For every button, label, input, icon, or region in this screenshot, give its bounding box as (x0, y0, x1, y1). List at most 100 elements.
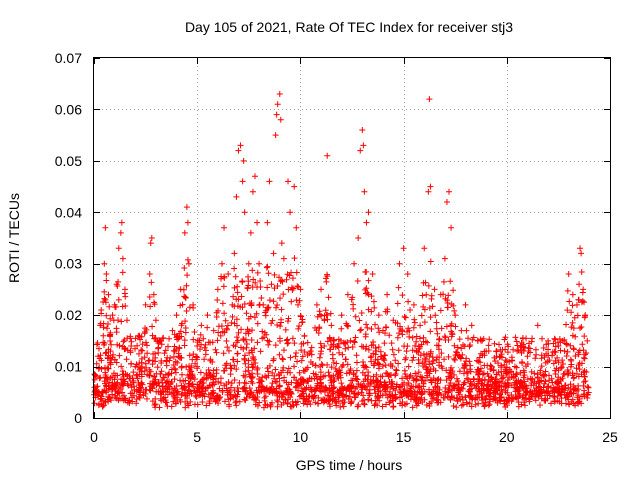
data-point (313, 301, 320, 308)
data-point (213, 349, 220, 356)
data-point (324, 311, 331, 318)
data-point (249, 349, 256, 356)
data-point (519, 384, 526, 391)
data-point (292, 398, 299, 405)
data-point (175, 335, 182, 342)
data-point (464, 370, 471, 377)
data-point (397, 325, 404, 332)
data-point (568, 309, 575, 316)
data-point (136, 332, 143, 339)
data-point (269, 369, 276, 376)
data-point (548, 400, 555, 407)
data-point (353, 359, 360, 366)
data-point (393, 367, 400, 374)
data-point (451, 355, 458, 362)
data-point (581, 333, 588, 340)
data-point (528, 338, 535, 345)
data-point (445, 292, 452, 299)
data-point (386, 332, 393, 339)
data-point (365, 291, 372, 298)
data-point (395, 360, 402, 367)
data-point (204, 312, 211, 319)
data-point (564, 287, 571, 294)
data-point (122, 303, 129, 310)
data-point (189, 356, 196, 363)
data-point (183, 363, 190, 370)
data-point (184, 256, 191, 263)
data-point (545, 337, 552, 344)
data-point (492, 358, 499, 365)
data-point (412, 370, 419, 377)
data-point (137, 336, 144, 343)
data-point (584, 337, 591, 344)
data-point (133, 372, 140, 379)
data-point (352, 334, 359, 341)
data-point (106, 303, 113, 310)
y-axis-label: ROTI / TECUs (6, 193, 22, 283)
data-point (277, 295, 284, 302)
data-point (348, 377, 355, 384)
data-point (368, 353, 375, 360)
data-point (276, 383, 283, 390)
data-point (268, 281, 275, 288)
y-tick-label: 0.07 (55, 50, 82, 66)
data-point (277, 278, 284, 285)
data-point (382, 323, 389, 330)
data-point (316, 387, 323, 394)
data-point (272, 366, 279, 373)
data-point (537, 369, 544, 376)
data-point (500, 374, 507, 381)
data-point (146, 271, 153, 277)
data-point (305, 378, 312, 385)
data-point (148, 279, 155, 286)
data-point (251, 314, 258, 321)
data-point (364, 324, 371, 331)
data-point (304, 401, 311, 408)
data-point (142, 360, 149, 367)
data-point (474, 366, 481, 373)
data-point (272, 132, 279, 139)
data-point (178, 320, 185, 327)
data-point (360, 359, 367, 366)
data-point (252, 401, 259, 408)
data-point (403, 348, 410, 355)
data-point (390, 317, 397, 324)
data-point (162, 347, 169, 354)
data-point (422, 377, 429, 384)
data-point (470, 375, 477, 382)
data-point (469, 396, 476, 403)
data-point (568, 324, 575, 331)
data-point (168, 366, 175, 373)
data-point (182, 377, 189, 384)
data-point (149, 332, 156, 339)
data-point (513, 383, 520, 390)
data-point (419, 374, 426, 381)
data-point (252, 359, 259, 366)
data-point (429, 395, 436, 402)
data-point (519, 394, 526, 401)
data-point (357, 327, 364, 334)
data-point (351, 339, 358, 346)
data-point (289, 275, 296, 282)
data-point (390, 403, 397, 410)
data-point (175, 350, 182, 357)
data-point (394, 300, 401, 307)
data-point (97, 374, 104, 381)
data-point (545, 346, 552, 353)
data-point (578, 324, 585, 331)
data-point (363, 321, 370, 328)
data-point (241, 209, 248, 216)
data-point (475, 380, 482, 387)
data-point (157, 371, 164, 378)
data-point (406, 327, 413, 334)
data-point (200, 383, 207, 390)
data-point (136, 384, 143, 391)
data-point (497, 398, 504, 405)
data-point (152, 401, 159, 408)
data-point (248, 378, 255, 385)
data-point (243, 344, 250, 351)
data-point (288, 284, 295, 291)
data-point (220, 283, 227, 290)
data-point (132, 345, 139, 352)
data-point (438, 363, 445, 370)
